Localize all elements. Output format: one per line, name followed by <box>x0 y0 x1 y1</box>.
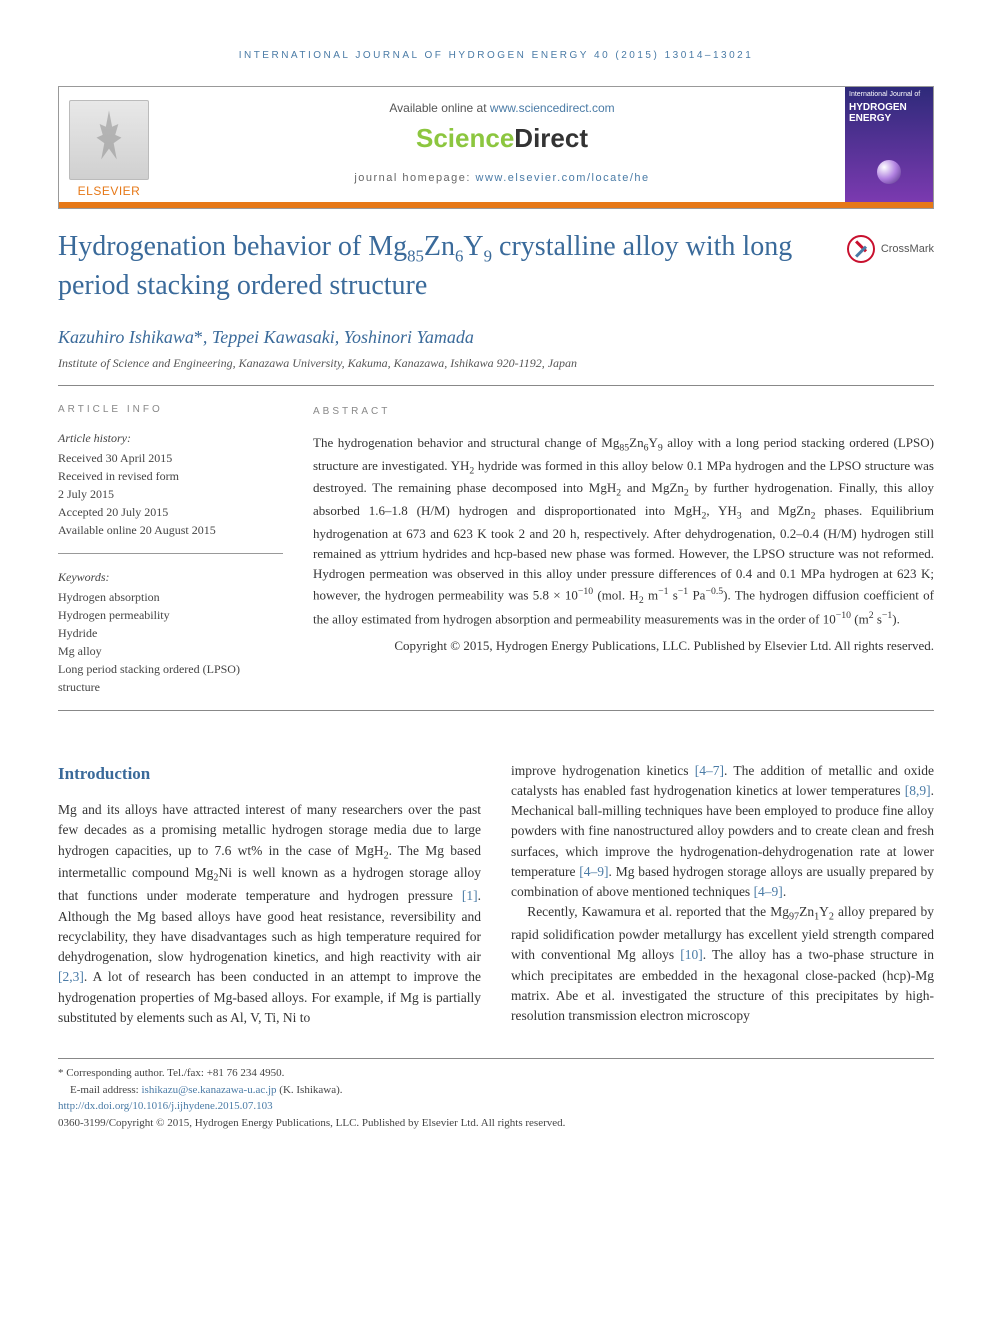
homepage-prefix: journal homepage: <box>354 172 475 184</box>
available-prefix: Available online at <box>389 101 490 115</box>
intro-paragraph: Mg and its alloys have attracted interes… <box>58 800 481 1028</box>
keyword: Long period stacking ordered (LPSO) stru… <box>58 660 283 696</box>
crossmark-label: CrossMark <box>881 243 934 255</box>
email-label: E-mail address: <box>70 1084 141 1096</box>
journal-homepage: journal homepage: www.elsevier.com/locat… <box>169 172 835 184</box>
abstract: ABSTRACT The hydrogenation behavior and … <box>313 404 934 696</box>
intro-paragraph: Recently, Kawamura et al. reported that … <box>511 902 934 1026</box>
author-email-link[interactable]: ishikazu@se.kanazawa-u.ac.jp <box>141 1084 276 1096</box>
history-line: Accepted 20 July 2015 <box>58 503 283 521</box>
keyword: Hydrogen absorption <box>58 588 283 606</box>
email-line: E-mail address: ishikazu@se.kanazawa-u.a… <box>70 1082 934 1099</box>
homepage-link[interactable]: www.elsevier.com/locate/he <box>476 172 650 184</box>
running-head: INTERNATIONAL JOURNAL OF HYDROGEN ENERGY… <box>58 50 934 61</box>
publisher-name: ELSEVIER <box>78 184 141 198</box>
info-heading: ARTICLE INFO <box>58 404 283 415</box>
crossmark-badge[interactable]: CrossMark <box>847 235 934 263</box>
sd-word-b: Direct <box>514 123 588 153</box>
cover-title: HYDROGEN ENERGY <box>849 102 929 124</box>
sciencedirect-link[interactable]: www.sciencedirect.com <box>490 101 615 115</box>
history-line: Available online 20 August 2015 <box>58 521 283 539</box>
history-line: 2 July 2015 <box>58 485 283 503</box>
keyword: Hydride <box>58 624 283 642</box>
publisher-logo: ELSEVIER <box>59 87 159 202</box>
corresponding-author: * Corresponding author. Tel./fax: +81 76… <box>58 1065 934 1082</box>
email-suffix: (K. Ishikawa). <box>277 1084 343 1096</box>
author-list: Kazuhiro Ishikawa*, Teppei Kawasaki, Yos… <box>58 327 934 348</box>
history-label: Article history: <box>58 429 283 447</box>
masthead: ELSEVIER Available online at www.science… <box>58 86 934 209</box>
keyword: Hydrogen permeability <box>58 606 283 624</box>
issn-copyright: 0360-3199/Copyright © 2015, Hydrogen Ene… <box>58 1115 934 1132</box>
intro-paragraph: improve hydrogenation kinetics [4–7]. Th… <box>511 761 934 903</box>
keyword: Mg alloy <box>58 642 283 660</box>
article-info: ARTICLE INFO Article history: Received 3… <box>58 404 283 696</box>
section-heading-introduction: Introduction <box>58 761 481 787</box>
journal-cover: International Journal of HYDROGEN ENERGY <box>845 87 933 202</box>
cover-small-text: International Journal of <box>849 91 929 98</box>
sd-word-a: Science <box>416 123 514 153</box>
footnotes: * Corresponding author. Tel./fax: +81 76… <box>58 1058 934 1131</box>
history-line: Received in revised form <box>58 467 283 485</box>
doi-link[interactable]: http://dx.doi.org/10.1016/j.ijhydene.201… <box>58 1100 273 1112</box>
article-title: Hydrogenation behavior of Mg85Zn6Y9 crys… <box>58 229 827 303</box>
history-line: Received 30 April 2015 <box>58 449 283 467</box>
body-column-right: improve hydrogenation kinetics [4–7]. Th… <box>511 761 934 1029</box>
available-online: Available online at www.sciencedirect.co… <box>169 101 835 115</box>
affiliation: Institute of Science and Engineering, Ka… <box>58 356 934 371</box>
keywords-label: Keywords: <box>58 568 283 586</box>
crossmark-icon <box>847 235 875 263</box>
elsevier-tree-icon <box>69 100 149 180</box>
divider-bar <box>59 202 933 208</box>
copyright-line: Copyright © 2015, Hydrogen Energy Public… <box>313 636 934 656</box>
body-column-left: Introduction Mg and its alloys have attr… <box>58 761 481 1029</box>
sciencedirect-logo: ScienceDirect <box>169 123 835 154</box>
abstract-body: The hydrogenation behavior and structura… <box>313 433 934 630</box>
abstract-heading: ABSTRACT <box>313 404 934 420</box>
divider <box>58 710 934 711</box>
cover-orb-icon <box>877 160 901 184</box>
